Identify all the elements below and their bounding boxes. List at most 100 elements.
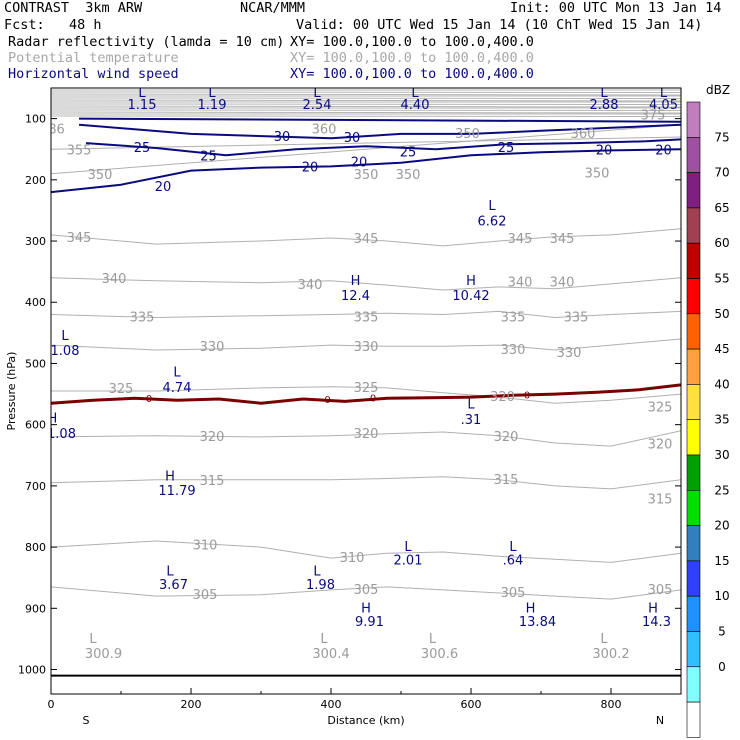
colorbar-level-label: 5 [718, 625, 726, 639]
colorbar-level-label: 15 [714, 554, 729, 568]
wind-extremum-label: 6.62 [478, 214, 507, 229]
colorbar-level-label: 45 [714, 342, 729, 356]
theta-extremum-label: 300.9 [85, 647, 122, 662]
theta-label: 305 [193, 588, 218, 603]
valid-time: Valid: 00 UTC Wed 15 Jan 14 (10 ChT Wed … [296, 17, 703, 33]
wind-contour-35 [78, 117, 681, 123]
theta-label: 310 [193, 538, 218, 553]
x-tick-label: 600 [461, 698, 482, 711]
y-tick-label: 100 [25, 113, 46, 126]
theta-label: 330 [557, 346, 582, 361]
theta-contour-335 [51, 310, 681, 319]
colorbar-level-label: 30 [714, 448, 729, 462]
theta-label: 330 [200, 340, 225, 355]
init-time: Init: 00 UTC Mon 13 Jan 14 [510, 0, 722, 16]
theta-contour-330 [51, 338, 681, 351]
theta-label: 360 [571, 127, 596, 142]
reflectivity-zero-label: 0 [370, 393, 376, 404]
colorbar-swatch [686, 101, 701, 138]
theta-label: 330 [354, 340, 379, 355]
wind-extremum-label: 3.67 [159, 578, 188, 593]
wind-extremum-label: 10.42 [452, 289, 489, 304]
wind-extremum-label: .31 [461, 413, 482, 428]
colorbar-level-label: 35 [714, 413, 729, 427]
colorbar-swatch [686, 631, 701, 668]
colorbar-level-label: 75 [714, 130, 729, 144]
y-tick-label: 700 [25, 480, 46, 493]
theta-label: 345 [550, 232, 575, 247]
hatch-line [51, 97, 681, 99]
end-label-right: N [656, 714, 664, 727]
wind-extremum-label: L [411, 86, 419, 101]
wind-contours [51, 117, 681, 194]
colorbar-swatch [686, 666, 701, 703]
wind-extremum-label: 14.3 [642, 615, 671, 630]
wind-extremum-label: 1.08 [47, 427, 76, 442]
field-xy-reflectivity: XY= 100.0,100.0 to 100.0,400.0 [290, 34, 534, 50]
y-tick-label: 200 [25, 174, 46, 187]
colorbar-swatch [686, 348, 701, 385]
wind-extremum-label: 1.19 [198, 98, 227, 113]
colorbar-level-label: 25 [714, 483, 729, 497]
y-tick-label: 300 [25, 235, 46, 248]
theta-label: 350 [585, 167, 610, 182]
theta-contour-340 [51, 277, 681, 291]
wind-label: 25 [498, 141, 515, 156]
wind-extremum-label: L [138, 86, 146, 101]
theta-label: 335 [130, 311, 155, 326]
theta-label: 350 [88, 168, 113, 183]
wind-extremum-label: 11.79 [158, 484, 195, 499]
wind-extremum-label: 4.40 [401, 98, 430, 113]
wind-extremum-label: 2.88 [590, 98, 619, 113]
y-tick-label: 500 [25, 357, 46, 370]
y-tick-label: 900 [25, 602, 46, 615]
reflectivity-contour-0 [51, 383, 681, 405]
x-tick-label: 0 [48, 698, 55, 711]
y-axis-label: Pressure (hPa) [5, 352, 18, 431]
field-xy-wind: XY= 100.0,100.0 to 100.0,400.0 [290, 66, 534, 82]
wind-extremum-label: H [48, 412, 58, 427]
theta-label: 340 [550, 276, 575, 291]
wind-extremum-label: 1.98 [306, 578, 335, 593]
wind-extremum-label: L [166, 565, 174, 580]
hatch-line [51, 103, 681, 105]
wind-extremum-label: 1.08 [51, 344, 80, 359]
x-tick-label: 200 [181, 698, 202, 711]
theta-label: 325 [648, 401, 673, 416]
colorbar-swatch [686, 525, 701, 562]
theta-label: 305 [501, 586, 526, 601]
theta-label: .86 [44, 123, 65, 138]
wind-contour-20 [51, 148, 681, 194]
colorbar-swatch [686, 489, 701, 526]
wind-extremum-label: L [173, 366, 181, 381]
wind-extremum-label: 2.54 [303, 98, 332, 113]
x-tick-label: 800 [601, 698, 622, 711]
colorbar-level-label: 60 [714, 236, 729, 250]
wind-label: 20 [351, 156, 368, 171]
theta-label: 325 [109, 382, 134, 397]
end-label-left: S [83, 714, 90, 727]
colorbar-swatch [686, 454, 701, 491]
colorbar-level-label: 70 [714, 166, 729, 180]
hatch-line [51, 91, 681, 93]
header: CONTRAST 3km ARW NCAR/MMM Init: 00 UTC M… [0, 0, 740, 86]
wind-label: 20 [655, 143, 672, 158]
colorbar-level-label: 55 [714, 272, 729, 286]
colorbar-level-label: 65 [714, 201, 729, 215]
hatch-line [51, 93, 681, 96]
colorbar-level-label: 10 [714, 589, 729, 603]
wind-extremum-label: H [648, 601, 658, 616]
y-tick-label: 800 [25, 541, 46, 554]
colorbar-level-label: 20 [714, 519, 729, 533]
colorbar-swatch [686, 137, 701, 173]
wind-extremum-label: 4.05 [649, 98, 678, 113]
theta-label: 305 [354, 583, 379, 598]
x-axis-label: Distance (km) [327, 714, 404, 727]
wind-extremum-label: 13.84 [519, 615, 556, 630]
theta-label: 345 [508, 232, 533, 247]
theta-label: 335 [354, 311, 379, 326]
colorbar-swatch [686, 419, 701, 456]
